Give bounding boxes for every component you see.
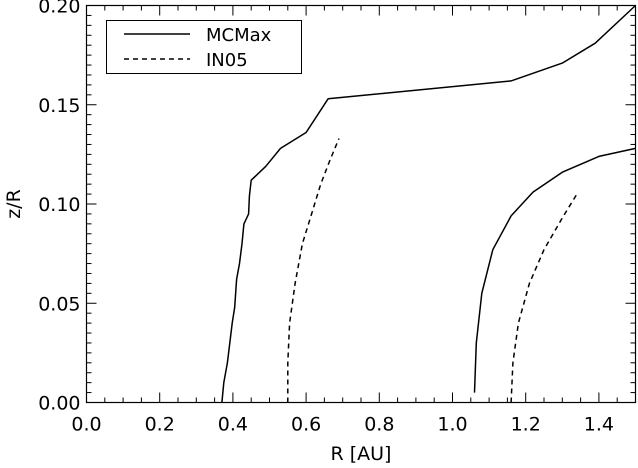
x-tick-label: 0.4 xyxy=(218,414,248,436)
x-tick-label: 0.0 xyxy=(71,414,101,436)
x-tick-label: 0.6 xyxy=(291,414,321,436)
y-tick-label: 0.00 xyxy=(38,393,80,415)
legend: MCMax IN05 xyxy=(106,20,302,74)
series-line-mcmax-2 xyxy=(473,147,636,393)
legend-box xyxy=(106,20,302,74)
series-layer xyxy=(221,4,637,403)
x-tick-label: 1.2 xyxy=(511,414,541,436)
series-line-mcmax-1 xyxy=(221,4,637,403)
x-tick-label: 0.8 xyxy=(364,414,394,436)
minor-ticks xyxy=(86,5,636,403)
series-line-in05-1 xyxy=(287,138,340,403)
x-tick-label: 1.4 xyxy=(584,414,614,436)
x-tick-labels: 0.0 0.2 0.4 0.6 0.8 1.0 1.2 1.4 xyxy=(71,414,614,436)
y-tick-label: 0.15 xyxy=(38,95,80,117)
x-tick-label: 1.0 xyxy=(437,414,467,436)
plot-frame xyxy=(85,4,637,404)
y-axis-label: z/R xyxy=(3,189,25,219)
x-axis-label: R [AU] xyxy=(331,443,392,465)
legend-label-in05: IN05 xyxy=(206,50,248,71)
y-tick-label: 0.20 xyxy=(38,0,80,18)
y-tick-label: 0.05 xyxy=(38,293,80,315)
y-tick-labels: 0.00 0.05 0.10 0.15 0.20 xyxy=(38,0,80,415)
y-tick-label: 0.10 xyxy=(38,194,80,216)
x-tick-label: 0.2 xyxy=(145,414,175,436)
series-line-in05-2 xyxy=(510,193,578,403)
legend-label-mcmax: MCMax xyxy=(206,25,272,46)
